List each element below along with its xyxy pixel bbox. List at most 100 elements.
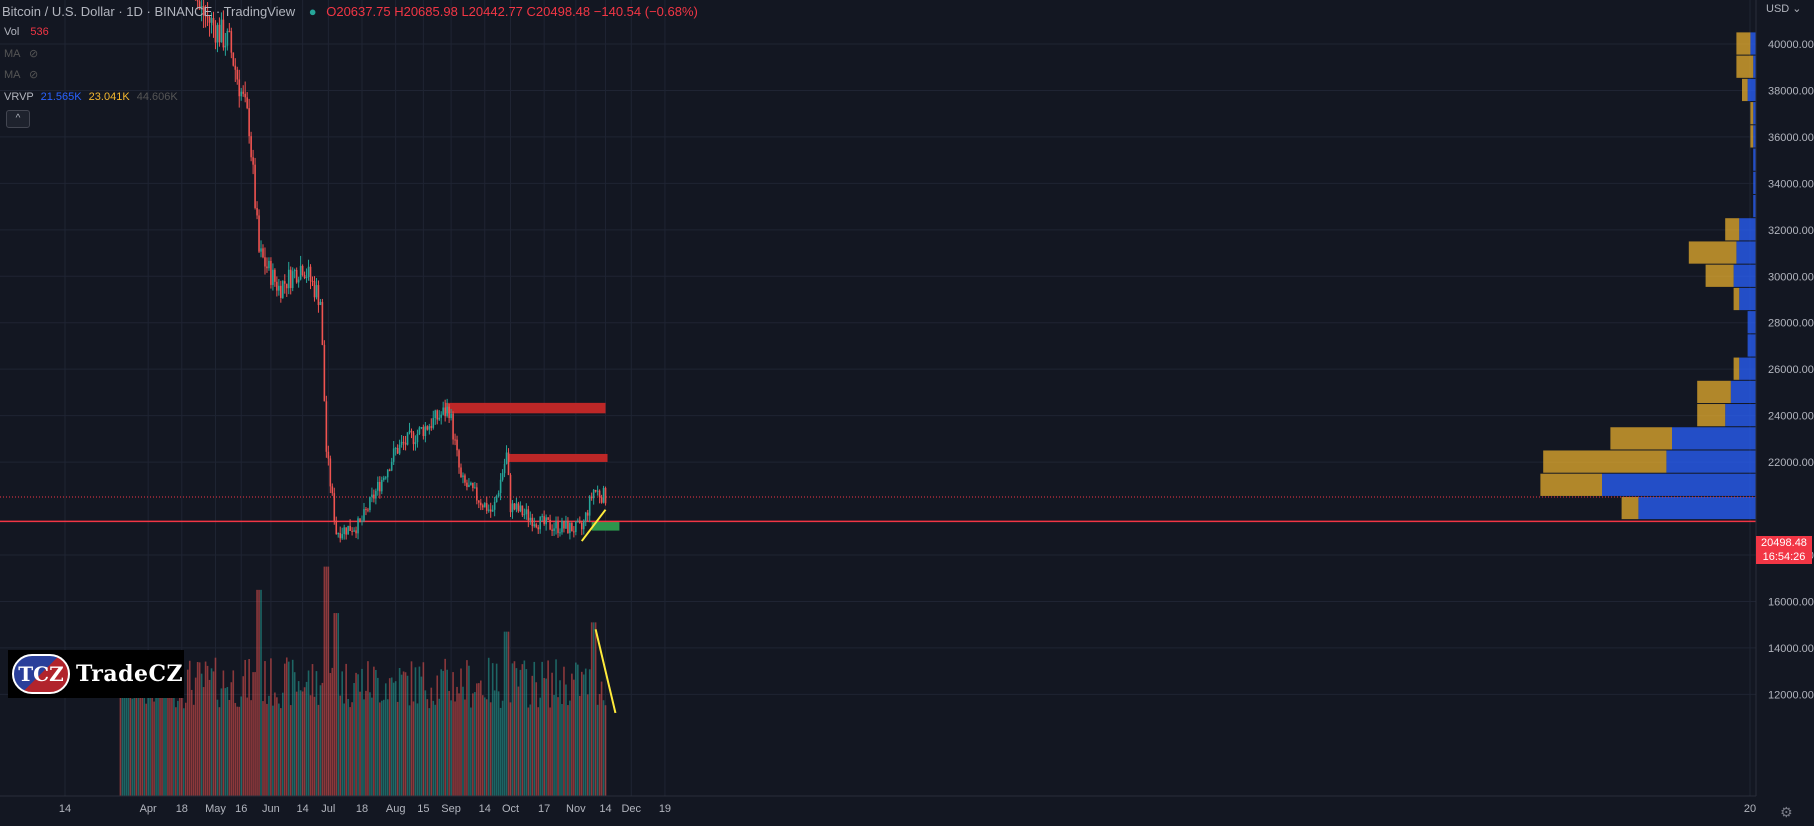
volume-bar — [446, 669, 448, 796]
volume-bar — [240, 696, 243, 796]
volume-bar — [282, 692, 284, 796]
volume-trend-line — [594, 629, 617, 714]
volume-bar — [594, 622, 597, 796]
candle-body — [343, 527, 345, 535]
candle-body — [335, 520, 338, 535]
volume-bar — [218, 707, 221, 796]
volume-bar — [373, 666, 375, 796]
bar-countdown: 16:54:26 — [1762, 551, 1806, 563]
volume-bar — [258, 589, 260, 796]
volume-bar — [386, 699, 389, 796]
hidden-eye-icon[interactable]: ⊘ — [28, 48, 39, 60]
candle-body — [337, 533, 340, 535]
candle-body — [212, 18, 215, 26]
candle-body — [412, 432, 415, 445]
legend-vrvp[interactable]: VRVP 21.565K 23.041K 44.606K — [4, 91, 178, 103]
legend-ma1[interactable]: MA ⊘ — [4, 47, 38, 60]
time-tick-label: Dec — [621, 803, 641, 815]
candle-body — [242, 91, 244, 94]
volume-bar — [367, 661, 369, 796]
collapse-legend-button[interactable]: ^ — [6, 110, 30, 128]
candle-body — [309, 266, 312, 281]
currency-selector[interactable]: USD ⌄ — [1766, 2, 1802, 15]
candle-body — [319, 301, 322, 306]
volume-bar — [430, 687, 433, 796]
candle-body — [297, 279, 300, 283]
volume-profile — [1540, 32, 1756, 520]
volume-bar — [299, 690, 302, 796]
candle-body — [210, 18, 213, 23]
volume-bar — [351, 702, 353, 796]
candle-body — [517, 503, 520, 512]
volume-bar — [177, 700, 179, 796]
candle-body — [507, 452, 510, 475]
candle-body — [547, 517, 549, 520]
candle-body — [377, 481, 379, 491]
legend-volume[interactable]: Vol 536 — [4, 26, 49, 38]
volume-bar — [604, 705, 607, 796]
volume-bar — [266, 703, 268, 796]
volume-bar — [531, 675, 534, 796]
gear-icon[interactable]: ⚙ — [1780, 804, 1793, 820]
candle-body — [236, 69, 239, 80]
interval[interactable]: 1D — [126, 4, 143, 19]
candle-body — [361, 520, 363, 522]
candle-body — [426, 426, 429, 430]
logo-badge: TCZ — [12, 654, 70, 694]
candle-body — [404, 442, 407, 445]
volume-bar — [541, 661, 543, 796]
volume-bar — [224, 688, 227, 796]
volume-bar — [127, 683, 130, 796]
profile-bar-up — [1672, 427, 1756, 450]
candle-body — [456, 439, 458, 451]
hidden-eye-icon[interactable]: ⊘ — [28, 69, 39, 81]
volume-bar — [125, 696, 128, 796]
profile-bar-up — [1638, 496, 1756, 520]
profile-bar-up — [1739, 357, 1756, 380]
volume-bar — [131, 698, 134, 796]
candle-body — [470, 482, 472, 485]
candle-body — [398, 444, 401, 454]
candle-body — [367, 509, 369, 511]
volume-bar — [309, 695, 312, 796]
time-tick-label: Oct — [502, 803, 519, 815]
candle-body — [228, 30, 231, 32]
volume-bar — [476, 683, 478, 796]
volume-bar — [317, 704, 320, 796]
candle-body — [602, 487, 605, 503]
time-tick-label: Aug — [386, 803, 406, 815]
volume-bar — [287, 661, 290, 796]
volume-bar — [432, 700, 435, 796]
volume-bar — [169, 694, 171, 796]
time-tick-label: Apr — [140, 803, 157, 815]
volume-bar — [369, 692, 371, 796]
volume-bar — [420, 676, 423, 796]
candle-body — [386, 469, 389, 478]
candle-body — [432, 418, 435, 428]
profile-bar-down — [1750, 125, 1754, 148]
volume-bar — [555, 659, 557, 796]
candle-body — [476, 487, 478, 501]
volume-bar — [418, 666, 421, 796]
candle-body — [594, 489, 597, 492]
candle-body — [446, 406, 448, 417]
candle-body — [573, 531, 575, 533]
symbol-name[interactable]: Bitcoin / U.S. Dollar — [2, 4, 115, 19]
candle-body — [216, 24, 219, 43]
time-tick-label: 14 — [296, 803, 308, 815]
candle-body — [428, 426, 431, 430]
candle-body — [531, 517, 534, 527]
volume-bar — [456, 686, 458, 796]
volume-bar — [428, 708, 431, 796]
candle-body — [559, 532, 561, 534]
candle-body — [537, 527, 540, 530]
volume-bar — [398, 667, 401, 796]
candle-body — [444, 407, 446, 417]
volume-bar — [228, 699, 231, 796]
volume-bar — [331, 667, 334, 796]
trend-line — [580, 509, 607, 542]
legend-ma2[interactable]: MA ⊘ — [4, 68, 38, 81]
candle-body — [527, 509, 530, 521]
profile-bar-down — [1697, 380, 1731, 404]
